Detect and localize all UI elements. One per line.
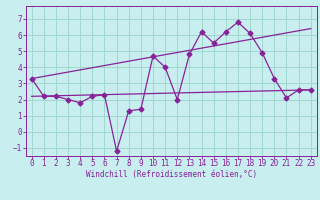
- X-axis label: Windchill (Refroidissement éolien,°C): Windchill (Refroidissement éolien,°C): [86, 170, 257, 179]
